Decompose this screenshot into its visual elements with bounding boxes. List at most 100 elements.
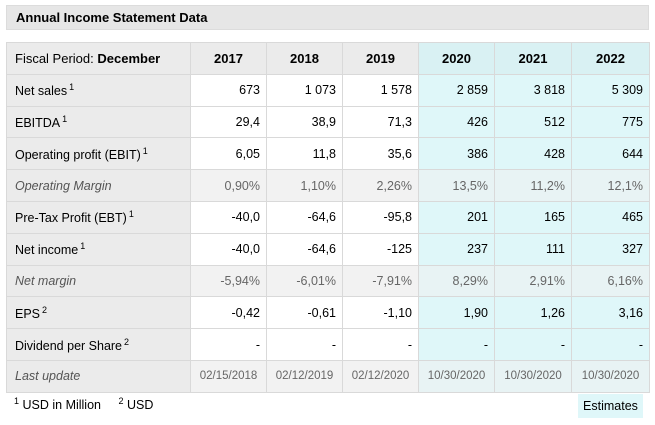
footnote-1-mark: 1 [14,396,20,406]
table-cell: 35,6 [342,137,419,171]
table-title: Annual Income Statement Data [6,5,649,30]
year-header-2022: 2022 [571,42,650,75]
table-cell: 327 [571,232,650,266]
table-cell: - [266,328,343,361]
table-row: Operating profit (EBIT) 1 6,05 11,8 35,6 386 4… [6,137,650,171]
footnotes: 1 USD in Million 2 USD [12,396,165,412]
table-cell: 201 [418,200,495,234]
table-cell: 512 [494,105,572,139]
table-cell: - [571,328,650,361]
year-header-2021: 2021 [494,42,572,75]
table-row: Last update 02/15/2018 02/12/2019 02/12/202… [6,359,650,393]
footnote-2: 2 USD [116,396,154,412]
table-cell: 6,05 [190,137,267,171]
table-cell: 0,90% [190,169,267,202]
table-cell: 644 [571,137,650,171]
table-cell: - [190,328,267,361]
table-cell: 38,9 [266,105,343,139]
table-cell: 673 [190,73,267,107]
row-label-text: Operating Margin [15,178,112,193]
table-cell: 2,26% [342,169,419,202]
table-cell: 1 073 [266,73,343,107]
footnote-ref: 1 [69,82,75,93]
row-label-text: EPS [15,306,41,321]
year-header-2017: 2017 [190,42,267,75]
table-cell: -64,6 [266,232,343,266]
table-cell: 10/30/2020 [571,359,650,393]
row-label: Dividend per Share 2 [6,328,191,361]
footnote-1-text: USD in Million [22,398,102,412]
footnote-ref: 1 [80,241,86,252]
table-row: Operating Margin 0,90% 1,10% 2,26% 13,5% 11,2… [6,169,650,202]
row-label-text: Net income [15,243,79,258]
table-cell: - [342,328,419,361]
fiscal-period-label: Fiscal Period: [15,50,94,66]
table-cell: 775 [571,105,650,139]
table-cell: 02/12/2020 [342,359,419,393]
row-label-text: Pre-Tax Profit (EBT) [15,211,127,226]
row-label-text: Net sales [15,84,68,99]
table-cell: 10/30/2020 [494,359,572,393]
table-cell: 71,3 [342,105,419,139]
table-cell: -1,10 [342,296,419,330]
table-cell: -0,61 [266,296,343,330]
table-cell: 465 [571,200,650,234]
row-label: Operating Margin [6,169,191,202]
table-cell: - [418,328,495,361]
table-cell: -0,42 [190,296,267,330]
row-label-text: EBITDA [15,115,61,130]
table-cell: 5 309 [571,73,650,107]
row-label: Net income 1 [6,232,191,266]
table-cell: -125 [342,232,419,266]
fiscal-period-header: Fiscal Period: December [6,42,191,75]
table-cell: 11,8 [266,137,343,171]
table-cell: 13,5% [418,169,495,202]
year-header-2020: 2020 [418,42,495,75]
table-cell: 386 [418,137,495,171]
table-cell: - [494,328,572,361]
row-label-text: Operating profit (EBIT) [15,147,141,162]
table-cell: 2 859 [418,73,495,107]
table-cell: 111 [494,232,572,266]
table-cell: 426 [418,105,495,139]
income-statement-table: Fiscal Period: December 2017 2018 2019 2… [6,42,650,393]
footnote-ref: 1 [128,209,134,220]
row-label: Operating profit (EBIT) 1 [6,137,191,171]
table-row: EBITDA 1 29,4 38,9 71,3 426 512 775 [6,105,650,139]
row-label-text: Net margin [15,273,77,288]
fiscal-period-value: December [97,50,161,66]
table-cell: 3 818 [494,73,572,107]
footnote-ref: 1 [62,113,68,124]
table-cell: -40,0 [190,200,267,234]
table-cell: 02/12/2019 [266,359,343,393]
table-cell: -6,01% [266,264,343,298]
table-row: EPS 2 -0,42 -0,61 -1,10 1,90 1,26 3,16 [6,296,650,330]
table-cell: 02/15/2018 [190,359,267,393]
table-cell: 6,16% [571,264,650,298]
table-cell: 3,16 [571,296,650,330]
table-row: Dividend per Share 2- - - - - - [6,328,650,361]
row-label: Last update [6,359,191,393]
row-label-text: Last update [15,369,81,384]
table-row: Pre-Tax Profit (EBT) 1 -40,0 -64,6 -95,8 201 1… [6,200,650,234]
table-cell: 10/30/2020 [418,359,495,393]
row-label: EBITDA 1 [6,105,191,139]
table-cell: 12,1% [571,169,650,202]
table-cell: 2,91% [494,264,572,298]
table-cell: 8,29% [418,264,495,298]
table-cell: 29,4 [190,105,267,139]
footnote-2-text: USD [126,398,154,412]
row-label: Net margin [6,264,191,298]
table-cell: -5,94% [190,264,267,298]
footnote-ref: 1 [142,145,148,156]
row-label-text: Dividend per Share [15,338,123,353]
table-cell: 237 [418,232,495,266]
header-row: Fiscal Period: December 2017 2018 2019 2… [6,42,650,75]
table-cell: 1,10% [266,169,343,202]
table-cell: 1,26 [494,296,572,330]
table-cell: 1,90 [418,296,495,330]
row-label: Net sales 1 [6,73,191,107]
row-label: Pre-Tax Profit (EBT) 1 [6,200,191,234]
table-cell: -95,8 [342,200,419,234]
year-header-2018: 2018 [266,42,343,75]
